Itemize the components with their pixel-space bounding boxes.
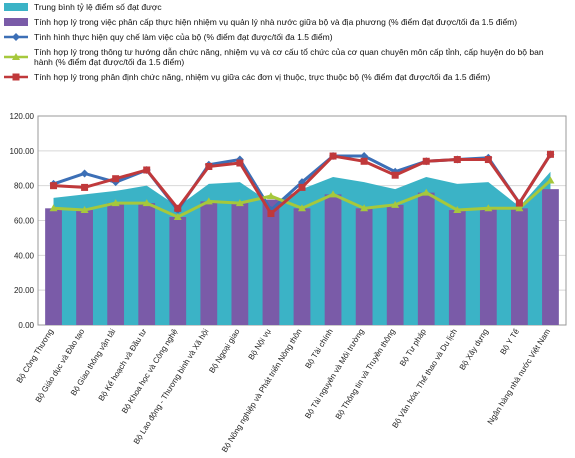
marker (484, 156, 492, 164)
legend-label: Tình hình thực hiện quy chế làm việc của… (34, 32, 333, 42)
bar (45, 208, 62, 325)
bar (169, 217, 187, 325)
bar (386, 204, 404, 325)
marker (49, 204, 58, 212)
marker (81, 183, 89, 191)
bar (417, 192, 435, 325)
bar (76, 210, 93, 325)
bar (355, 208, 373, 325)
y-tick-label: 100.00 (10, 147, 35, 156)
legend-item: Tình hình thực hiện quy chế làm việc của… (4, 32, 564, 42)
marker (111, 199, 120, 207)
legend-swatch (4, 18, 28, 26)
legend-label: Tính hợp lý trong thông tư hướng dẫn chứ… (34, 47, 544, 67)
marker (80, 206, 89, 214)
bar (138, 203, 156, 325)
marker (515, 204, 524, 212)
marker (205, 163, 213, 171)
marker (360, 157, 368, 165)
legend-swatch (4, 53, 28, 60)
legend: Trung bình tỷ lệ điểm số đạt được Tính hợ… (4, 2, 564, 87)
legend-label: Tính hợp lý trong việc phân cấp thực hiệ… (34, 17, 518, 27)
legend-item: Tính hợp lý trong phân định chức năng, n… (4, 72, 564, 82)
marker (391, 200, 400, 208)
x-tick-label: Bộ Y Tế (498, 327, 521, 356)
x-tick-label: Bộ Tài nguyên và Môi trường (303, 327, 366, 420)
bar (448, 210, 466, 325)
marker (422, 157, 430, 165)
legend-marker (12, 33, 20, 41)
marker (546, 176, 555, 184)
x-tick-label: Bộ Tư pháp (398, 327, 428, 368)
bar (542, 189, 559, 325)
x-tick-label: Ngân hàng nhà nước Việt Nam (486, 327, 553, 426)
x-tick-label: Bộ Tài chính (303, 327, 334, 370)
marker (204, 197, 213, 205)
bar (231, 203, 249, 325)
legend-marker (12, 53, 20, 60)
marker (235, 199, 244, 207)
legend-item: Tính hợp lý trong thông tư hướng dẫn chứ… (4, 47, 564, 67)
y-tick-label: 120.00 (10, 112, 35, 121)
y-tick-label: 60.00 (14, 217, 35, 226)
legend-swatch (4, 33, 28, 41)
marker (422, 188, 431, 196)
bar (324, 194, 342, 325)
marker (80, 169, 89, 178)
y-tick-label: 0.00 (18, 321, 34, 330)
marker (298, 204, 306, 212)
legend-item: Trung bình tỷ lệ điểm số đạt được (4, 2, 564, 12)
bar (511, 208, 528, 325)
marker (112, 175, 120, 183)
marker (266, 192, 275, 200)
legend-swatch (4, 3, 28, 11)
x-tick-label: Bộ Nội vụ (247, 327, 273, 361)
marker (360, 204, 369, 212)
x-tick-label: Bộ Thông tin và Truyền thông (334, 327, 397, 421)
bar (262, 199, 280, 325)
legend-marker (12, 73, 20, 81)
marker (173, 213, 182, 221)
marker (329, 152, 337, 160)
marker (50, 182, 58, 190)
marker (142, 199, 151, 207)
marker (143, 166, 151, 174)
legend-box (4, 18, 28, 26)
marker (453, 156, 461, 164)
marker (546, 150, 554, 158)
y-tick-label: 20.00 (14, 286, 35, 295)
y-tick-label: 40.00 (14, 251, 35, 260)
marker (515, 199, 523, 207)
marker (329, 190, 338, 198)
x-tick-label: Bộ Văn hóa, Thể thao và Du lịch (390, 327, 459, 429)
bar (107, 203, 125, 325)
legend-label: Trung bình tỷ lệ điểm số đạt được (34, 2, 162, 12)
marker (391, 171, 399, 179)
marker (267, 210, 275, 218)
legend-box (4, 3, 28, 11)
x-tick-label: Bộ Khoa học và Công nghệ (120, 327, 180, 415)
bar (200, 201, 218, 325)
bar (293, 208, 311, 325)
marker (174, 204, 182, 212)
y-tick-label: 80.00 (14, 182, 35, 191)
marker (453, 206, 462, 214)
legend-swatch (4, 73, 28, 81)
bar (479, 208, 497, 325)
x-tick-label: Bộ Ngoại giao (207, 327, 242, 375)
legend-item: Tính hợp lý trong việc phân cấp thực hiệ… (4, 17, 564, 27)
marker (484, 204, 493, 212)
marker (298, 183, 306, 191)
marker (236, 159, 244, 167)
legend-label: Tính hợp lý trong phân định chức năng, n… (34, 72, 491, 82)
x-tick-label: Bộ Xây dựng (458, 327, 490, 371)
